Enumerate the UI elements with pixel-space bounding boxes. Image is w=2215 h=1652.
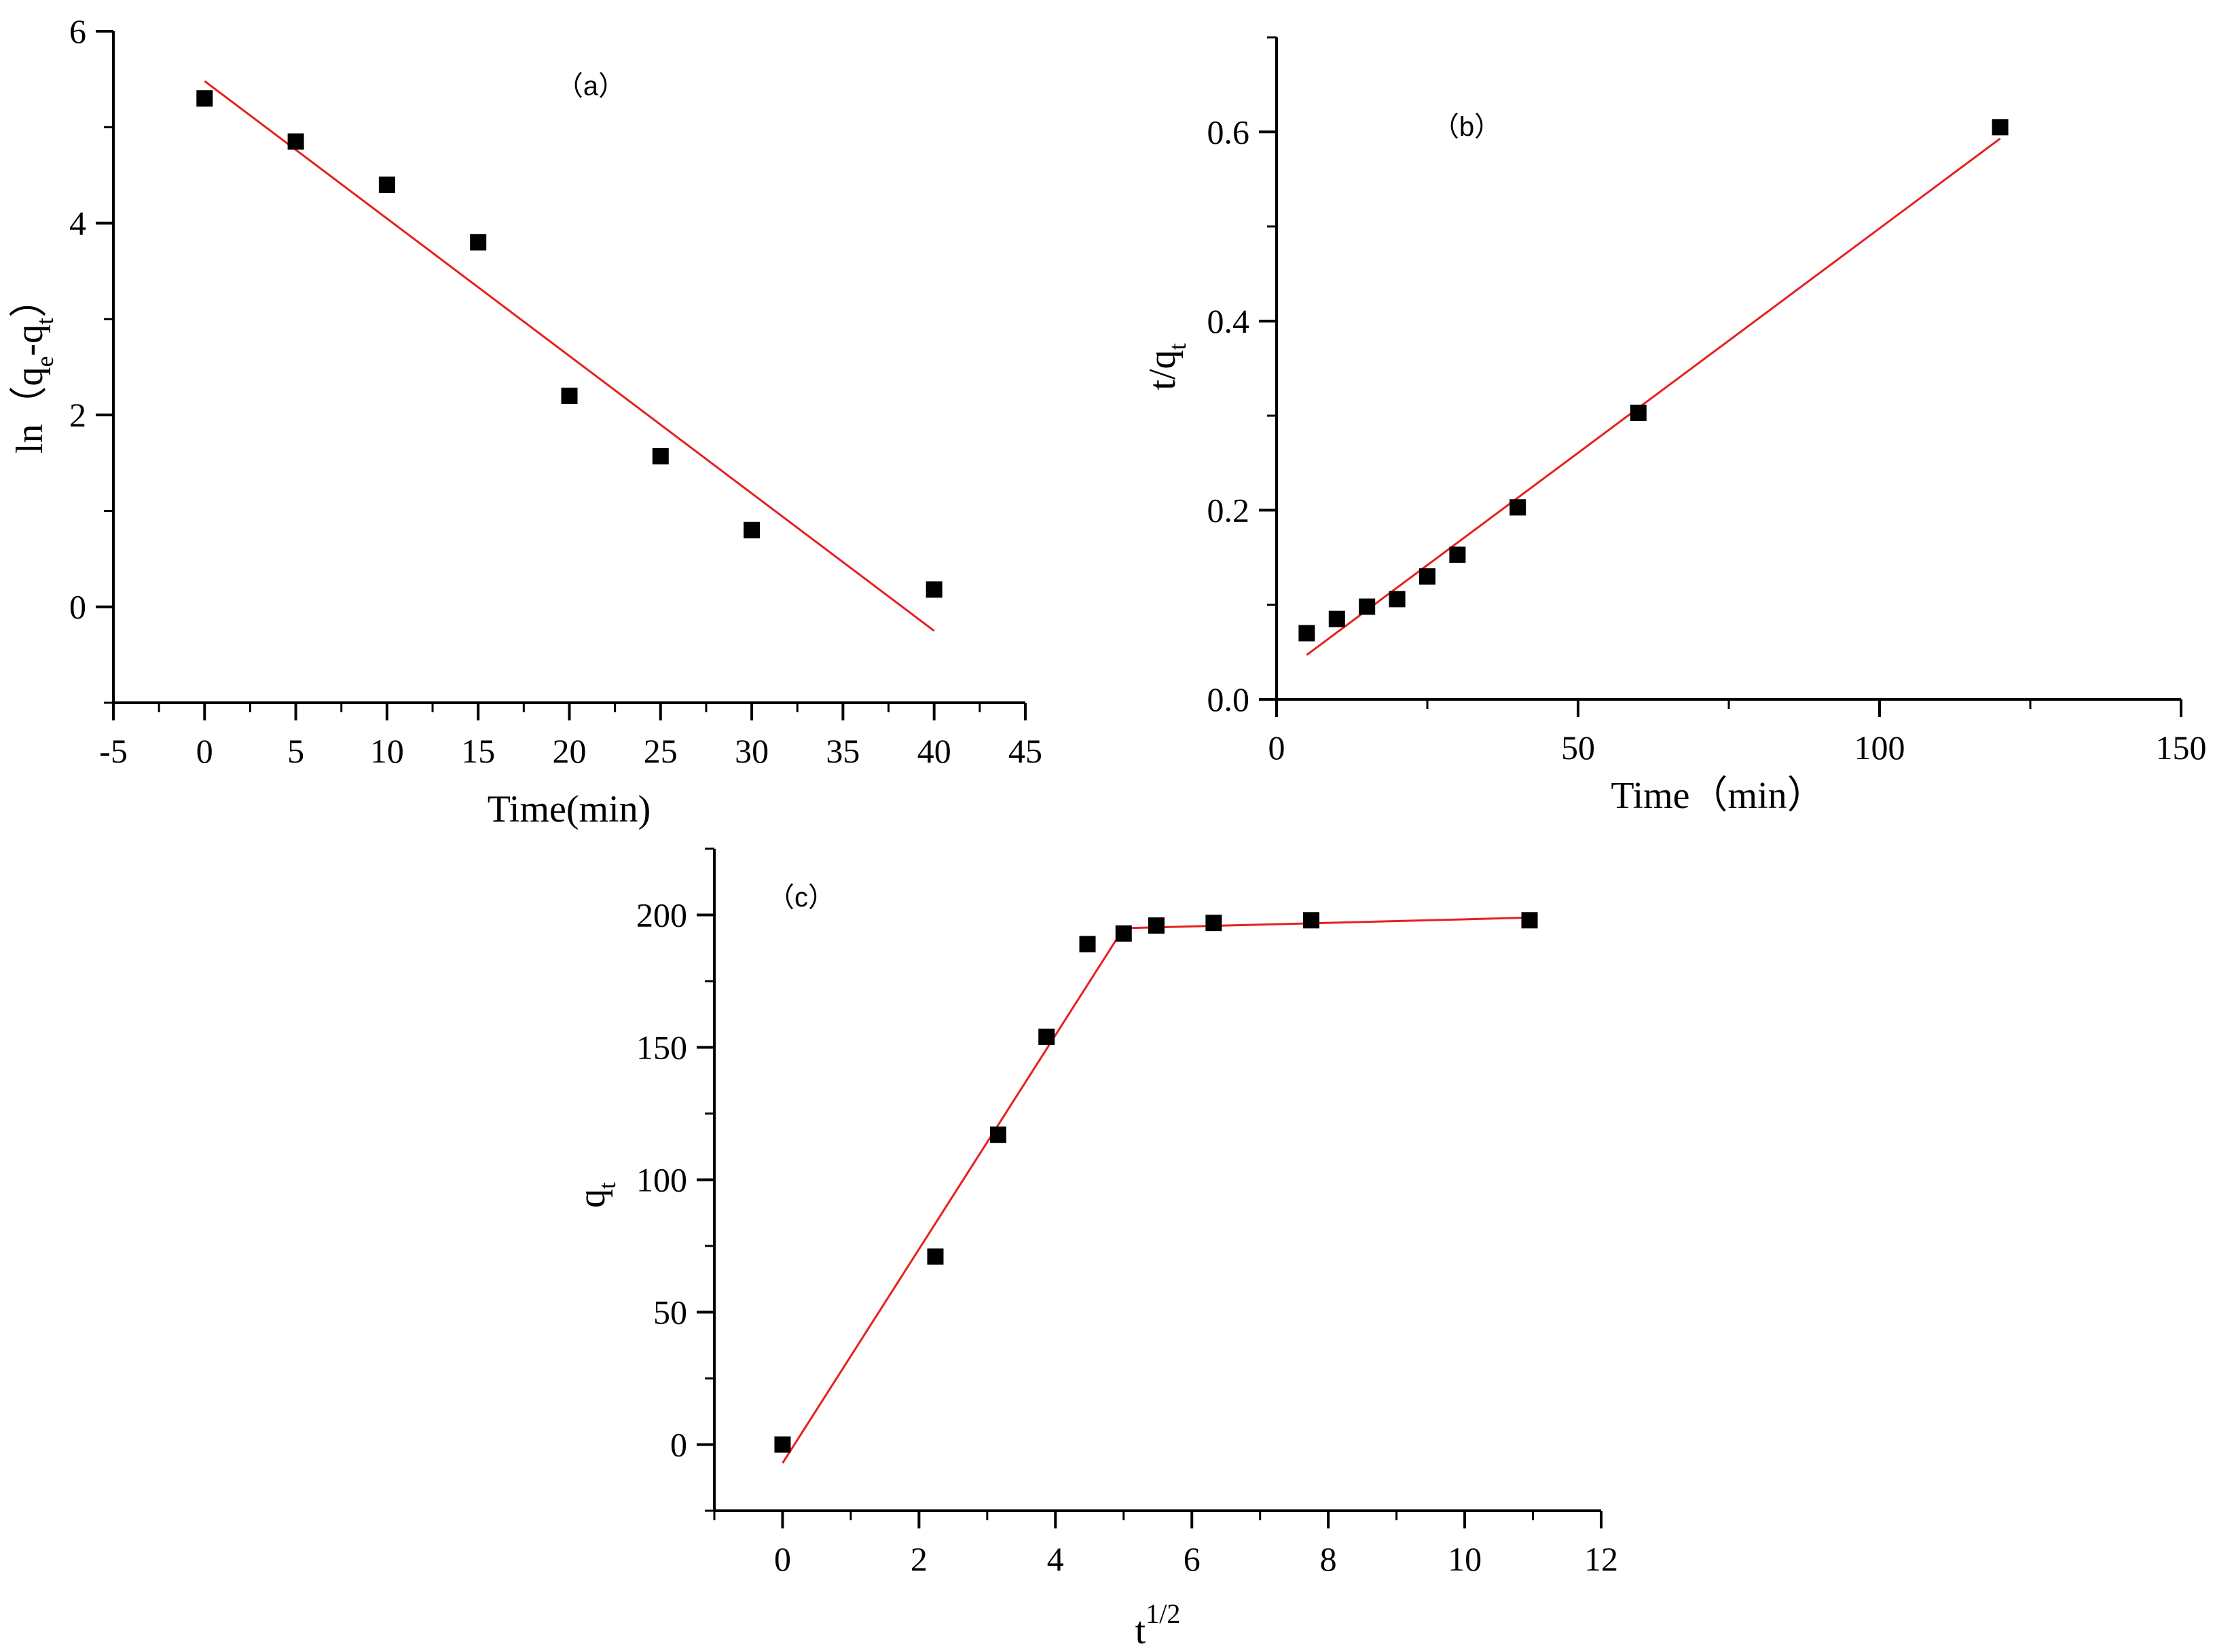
- x-tick-label: 10: [1448, 1540, 1482, 1578]
- fit-line: [782, 928, 1125, 1464]
- data-point: [1359, 598, 1376, 615]
- fit-line: [1123, 916, 1530, 930]
- y-tick-label: 0.2: [1207, 491, 1250, 529]
- y-tick-label: 4: [69, 204, 86, 242]
- x-tick-label: 15: [461, 732, 495, 770]
- y-axis-title: qt: [571, 1182, 621, 1208]
- y-tick-label: 0: [69, 588, 86, 626]
- data-point: [470, 234, 487, 251]
- data-point: [1449, 546, 1466, 563]
- y-tick-label: 0.4: [1207, 302, 1250, 340]
- fit-line: [204, 80, 935, 632]
- data-point: [1509, 499, 1526, 516]
- data-point: [1419, 568, 1435, 585]
- data-point: [1630, 404, 1647, 421]
- y-tick-label: 150: [636, 1029, 687, 1067]
- data-point: [561, 387, 578, 404]
- panel-c: 0 2 4 6 8 10 12 0 50 100 150 200 （c） t1/2 qt: [571, 847, 1618, 1652]
- data-point: [926, 581, 942, 598]
- x-tick-label: 0: [1268, 729, 1285, 767]
- x-tick-label: 4: [1047, 1540, 1064, 1578]
- x-tick-label: 40: [917, 732, 951, 770]
- x-tick-label: 12: [1584, 1540, 1618, 1578]
- panel-a: -5 0 5 10 15 20 25 30 35 40 45 0 2 4 6 （a） Time(min) ln（q…: [9, 12, 1042, 830]
- y-tick-label: 2: [69, 396, 86, 434]
- data-point: [1521, 912, 1538, 929]
- y-tick-label: 0: [670, 1426, 687, 1464]
- x-axis-title: Time(min): [488, 788, 651, 830]
- data-point: [1298, 625, 1315, 642]
- fit-line: [1306, 137, 2001, 656]
- x-tick-label: 30: [735, 732, 769, 770]
- data-point: [196, 90, 213, 107]
- data-point: [287, 133, 304, 150]
- data-point: [989, 1126, 1006, 1143]
- data-point: [744, 521, 761, 538]
- data-point: [1148, 917, 1165, 934]
- x-tick-label: 6: [1184, 1540, 1201, 1578]
- y-tick-label: 200: [636, 896, 687, 934]
- x-tick-label: -5: [99, 732, 128, 770]
- x-tick-label: 5: [287, 732, 304, 770]
- data-point: [378, 177, 395, 194]
- data-point: [1079, 936, 1096, 953]
- x-axis-title: t1/2: [1135, 1598, 1181, 1652]
- x-tick-label: 50: [1561, 729, 1595, 767]
- x-tick-label: 150: [2156, 729, 2207, 767]
- y-tick-label: 6: [69, 12, 86, 50]
- panel-label: （c）: [767, 883, 835, 913]
- panel-label: （b）: [1432, 112, 1501, 142]
- x-axis-title: Time（min）: [1611, 775, 1825, 817]
- x-tick-label: 2: [911, 1540, 928, 1578]
- panel-label: （a）: [556, 71, 625, 101]
- y-tick-label: 0.0: [1207, 680, 1250, 718]
- data-point: [1992, 119, 2009, 136]
- x-tick-label: 0: [774, 1540, 791, 1578]
- y-axis-title: ln（qe-qt）: [9, 280, 58, 454]
- y-tick-label: 100: [636, 1161, 687, 1199]
- x-tick-label: 20: [553, 732, 587, 770]
- data-point: [1303, 912, 1320, 929]
- data-point: [1328, 610, 1345, 627]
- x-tick-label: 10: [370, 732, 404, 770]
- x-tick-label: 8: [1320, 1540, 1337, 1578]
- y-axis-title: t/qt: [1141, 343, 1191, 390]
- x-tick-label: 0: [196, 732, 213, 770]
- panel-b: 0 50 100 150 0.0 0.2 0.4 0.6 （b） Time（min） t/qt: [1141, 36, 2207, 817]
- x-tick-label: 35: [826, 732, 860, 770]
- data-point: [774, 1436, 791, 1453]
- y-tick-label: 0.6: [1207, 113, 1250, 151]
- y-tick-label: 50: [653, 1293, 687, 1332]
- data-point: [1038, 1028, 1055, 1045]
- data-point: [652, 447, 669, 464]
- data-point: [1115, 925, 1132, 942]
- x-tick-label: 100: [1854, 729, 1905, 767]
- x-tick-label: 25: [644, 732, 678, 770]
- data-point: [927, 1248, 944, 1265]
- data-point: [1389, 591, 1406, 608]
- data-point: [1205, 915, 1222, 932]
- x-tick-label: 45: [1008, 732, 1042, 770]
